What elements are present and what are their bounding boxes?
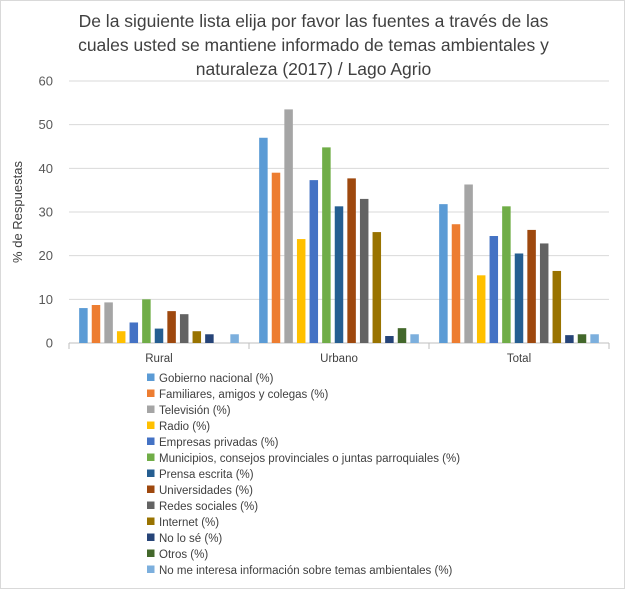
bar <box>309 180 319 343</box>
y-tick-label: 10 <box>39 292 53 307</box>
bar <box>154 328 164 343</box>
y-tick-label: 60 <box>39 74 53 89</box>
chart-title-line-2: cuales usted se mantiene informado de te… <box>78 35 549 55</box>
bar <box>347 178 356 343</box>
legend-label: Televisión (%) <box>159 405 231 417</box>
legend-swatch <box>147 437 155 445</box>
bar <box>334 206 344 343</box>
bar <box>271 172 281 343</box>
y-tick-label: 20 <box>39 248 53 263</box>
chart-title-line-1: De la siguiente lista elija por favor la… <box>78 11 549 31</box>
legend-label: No lo sé (%) <box>159 533 222 545</box>
legend-swatch <box>147 469 155 477</box>
bar <box>552 270 562 343</box>
legend-swatch <box>147 517 155 525</box>
bar <box>296 239 306 343</box>
legend-label: Familiares, amigos y colegas (%) <box>159 389 329 401</box>
legend-label: Prensa escrita (%) <box>159 469 254 481</box>
bar <box>322 147 331 343</box>
legend-swatch <box>147 389 155 397</box>
bar <box>489 236 499 343</box>
chart-title-line-3: naturaleza (2017) / Lago Agrio <box>195 59 432 79</box>
bar <box>476 275 486 343</box>
category-label: Urbano <box>320 353 358 365</box>
legend-swatch <box>147 565 155 573</box>
legend-swatch <box>147 485 155 493</box>
bar <box>577 334 587 343</box>
legend-label: Gobierno nacional (%) <box>159 373 274 385</box>
legend-swatch <box>147 533 155 541</box>
bar <box>142 299 151 343</box>
legend-label: No me interesa información sobre temas a… <box>159 565 453 577</box>
bar <box>439 204 448 343</box>
bar <box>514 253 524 343</box>
legend-label: Internet (%) <box>159 517 219 529</box>
y-axis-label: % de Respuestas <box>10 161 25 263</box>
bar <box>116 331 126 343</box>
legend-label: Otros (%) <box>159 549 208 561</box>
bar <box>230 334 239 343</box>
bar <box>79 308 88 343</box>
bar <box>359 198 369 343</box>
bar <box>129 322 139 343</box>
y-tick-label: 0 <box>46 336 53 351</box>
bar <box>565 335 574 343</box>
bar <box>385 336 394 343</box>
bar <box>179 314 189 343</box>
y-tick-label: 40 <box>39 161 53 176</box>
bar <box>464 184 473 343</box>
bar <box>590 334 599 343</box>
y-tick-label: 30 <box>39 205 53 220</box>
legend-swatch <box>147 453 155 461</box>
bar <box>167 311 176 343</box>
y-tick-label: 50 <box>39 117 53 132</box>
legend-label: Universidades (%) <box>159 485 253 497</box>
category-label: Total <box>507 353 531 365</box>
bar <box>502 206 511 343</box>
legend-label: Empresas privadas (%) <box>159 437 279 449</box>
legend-label: Radio (%) <box>159 421 210 433</box>
bar <box>259 137 268 343</box>
legend-swatch <box>147 501 155 509</box>
bar <box>410 334 419 343</box>
legend-swatch <box>147 421 155 429</box>
category-label: Rural <box>145 353 172 365</box>
bar <box>451 224 461 343</box>
chart-title: De la siguiente lista elija por favor la… <box>1 9 625 81</box>
legend-label: Municipios, consejos provinciales o junt… <box>159 453 460 465</box>
legend-label: Redes sociales (%) <box>159 501 258 513</box>
bar <box>192 331 202 343</box>
bar <box>104 302 113 343</box>
bar <box>372 232 382 343</box>
legend-swatch <box>147 549 155 557</box>
bar <box>527 229 536 343</box>
bar <box>205 334 214 343</box>
bar <box>397 328 407 343</box>
bar <box>91 305 101 343</box>
legend-swatch <box>147 405 155 413</box>
bar <box>284 109 293 343</box>
legend-swatch <box>147 373 155 381</box>
bar <box>539 243 549 343</box>
